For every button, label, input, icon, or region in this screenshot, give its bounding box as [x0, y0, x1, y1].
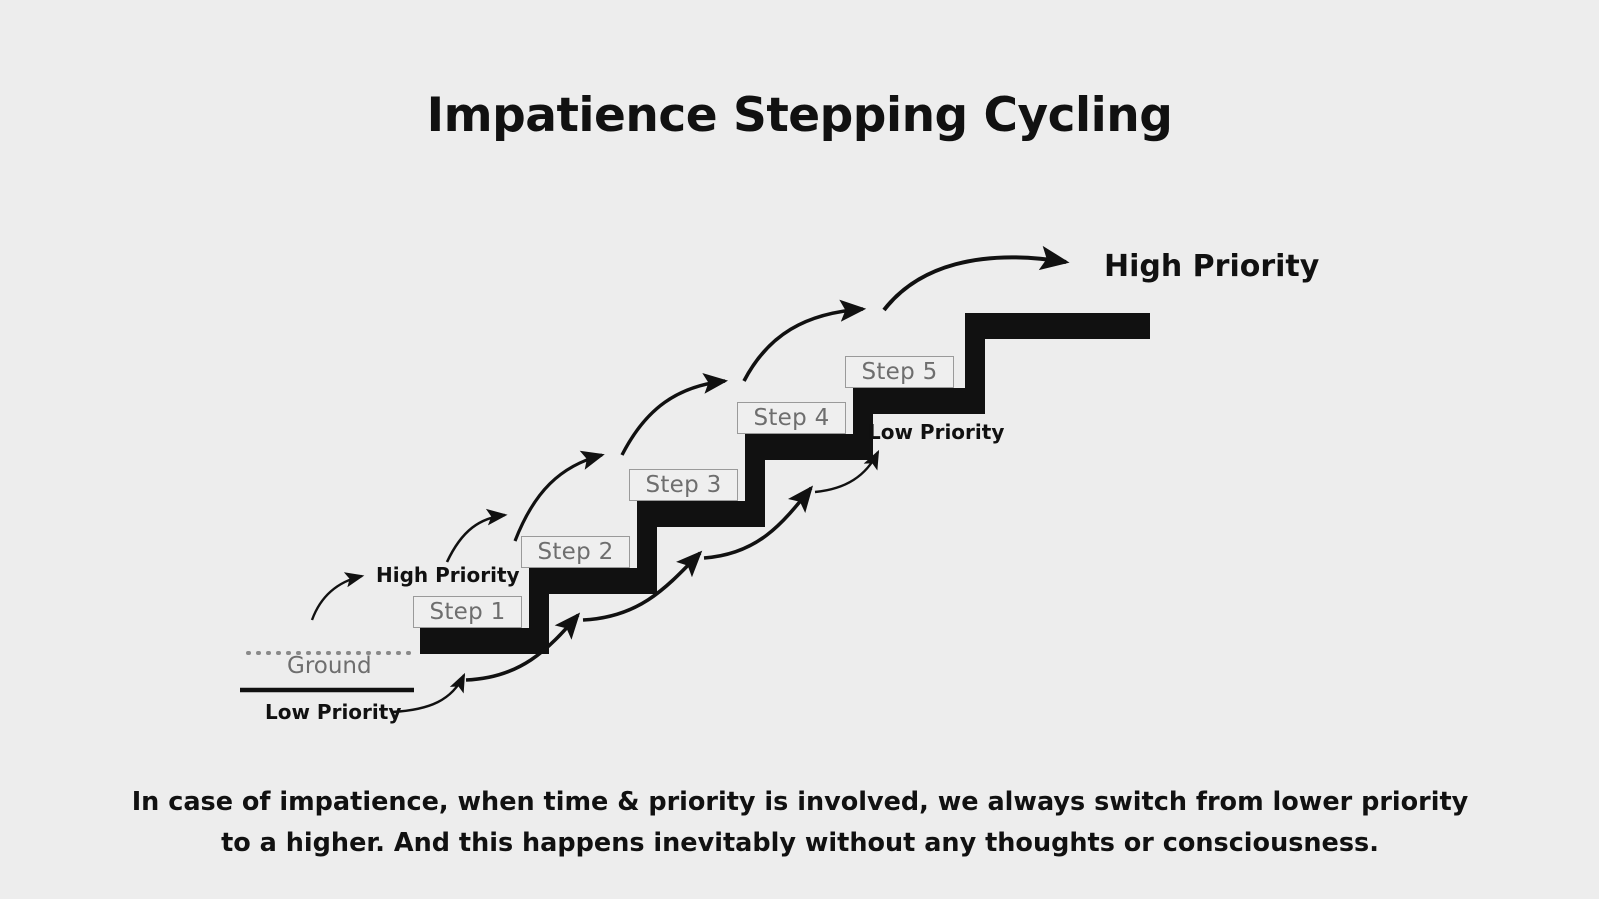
- page-title: Impatience Stepping Cycling: [426, 88, 1173, 143]
- tread-step-3: [637, 501, 765, 527]
- arrow-step3-to-step4: [703, 485, 814, 560]
- arrow-to-high-priority-left: [310, 572, 365, 621]
- arrow-step1-to-step2: [465, 612, 581, 682]
- label-low-priority-bottom: Low Priority: [265, 700, 402, 724]
- arrow-rise-5-to-high-priority: [882, 245, 1070, 312]
- tread-step-1: [420, 628, 549, 654]
- arrow-rise-3: [620, 372, 729, 456]
- arrow-rise-1: [445, 508, 508, 563]
- step-box-3[interactable]: Step 3: [629, 469, 738, 501]
- tread-top: [965, 313, 1150, 339]
- tread-step-4: [745, 434, 873, 460]
- ground-label: Ground: [287, 653, 372, 679]
- arrow-step4-to-lowpriority: [814, 449, 880, 494]
- staircase-shape: [420, 313, 1150, 654]
- arrow-lowpriority-to-step1: [391, 672, 466, 714]
- step-box-1[interactable]: Step 1: [413, 596, 522, 628]
- tread-step-2: [529, 568, 657, 594]
- label-high-priority-left: High Priority: [376, 563, 520, 587]
- step-box-2[interactable]: Step 2: [521, 536, 630, 568]
- arrow-rise-4: [742, 299, 867, 382]
- step-box-4[interactable]: Step 4: [737, 402, 846, 434]
- tread-step-5: [853, 388, 985, 414]
- step-box-5[interactable]: Step 5: [845, 356, 954, 388]
- arrow-rise-2: [513, 450, 605, 542]
- arrow-step2-to-step3: [582, 550, 703, 622]
- label-high-priority-top: High Priority: [1104, 249, 1320, 284]
- page-caption: In case of impatience, when time & prior…: [131, 787, 1469, 858]
- label-low-priority-mid: Low Priority: [868, 420, 1005, 444]
